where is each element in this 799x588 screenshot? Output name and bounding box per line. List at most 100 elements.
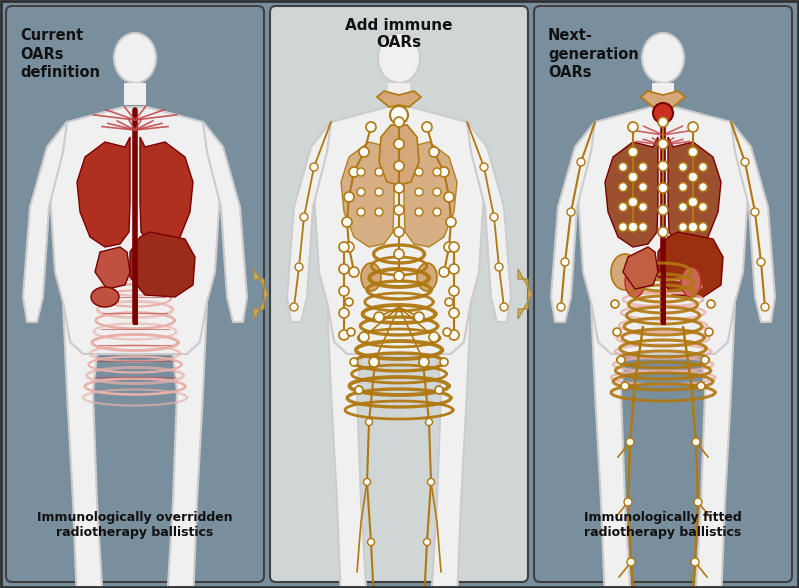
Circle shape bbox=[375, 168, 383, 176]
Circle shape bbox=[444, 242, 454, 252]
Circle shape bbox=[628, 147, 638, 157]
Polygon shape bbox=[695, 302, 735, 588]
Circle shape bbox=[691, 558, 699, 566]
FancyArrow shape bbox=[254, 269, 268, 319]
Polygon shape bbox=[140, 137, 193, 247]
Circle shape bbox=[624, 498, 632, 506]
Polygon shape bbox=[167, 302, 207, 588]
Circle shape bbox=[638, 202, 647, 212]
Circle shape bbox=[688, 172, 698, 182]
Polygon shape bbox=[668, 137, 721, 247]
Circle shape bbox=[443, 328, 451, 336]
Ellipse shape bbox=[361, 263, 381, 291]
FancyArrow shape bbox=[518, 269, 532, 319]
Ellipse shape bbox=[417, 263, 437, 291]
Text: Immunologically fitted
radiotherapy ballistics: Immunologically fitted radiotherapy ball… bbox=[584, 511, 742, 539]
Circle shape bbox=[628, 197, 638, 207]
Circle shape bbox=[394, 227, 404, 237]
Circle shape bbox=[350, 358, 358, 366]
Bar bbox=[124, 83, 146, 105]
Circle shape bbox=[394, 139, 404, 149]
Circle shape bbox=[310, 163, 318, 171]
Circle shape bbox=[626, 438, 634, 446]
FancyBboxPatch shape bbox=[6, 6, 264, 582]
Circle shape bbox=[658, 117, 668, 127]
Polygon shape bbox=[467, 122, 511, 322]
Circle shape bbox=[618, 162, 627, 172]
Polygon shape bbox=[311, 107, 487, 354]
Circle shape bbox=[567, 208, 575, 216]
Polygon shape bbox=[287, 122, 331, 322]
Circle shape bbox=[394, 183, 404, 193]
Circle shape bbox=[394, 205, 404, 215]
Circle shape bbox=[435, 386, 443, 394]
Circle shape bbox=[611, 300, 619, 308]
Circle shape bbox=[698, 222, 707, 232]
Polygon shape bbox=[731, 122, 775, 322]
Circle shape bbox=[427, 479, 435, 486]
Bar bbox=[388, 83, 410, 105]
Circle shape bbox=[339, 308, 349, 318]
Circle shape bbox=[688, 147, 698, 157]
Circle shape bbox=[638, 222, 647, 232]
Circle shape bbox=[357, 188, 365, 196]
Circle shape bbox=[561, 258, 569, 266]
Circle shape bbox=[490, 213, 498, 221]
Polygon shape bbox=[341, 137, 394, 247]
Polygon shape bbox=[404, 137, 457, 247]
Ellipse shape bbox=[378, 33, 420, 83]
Circle shape bbox=[500, 303, 508, 311]
Polygon shape bbox=[379, 125, 419, 185]
Circle shape bbox=[364, 479, 371, 486]
Polygon shape bbox=[327, 302, 367, 588]
Circle shape bbox=[658, 227, 668, 237]
Circle shape bbox=[678, 202, 687, 212]
Circle shape bbox=[628, 172, 638, 182]
Text: Immunologically overridden
radiotherapy ballistics: Immunologically overridden radiotherapy … bbox=[38, 511, 233, 539]
Circle shape bbox=[577, 158, 585, 166]
Circle shape bbox=[415, 208, 423, 216]
Polygon shape bbox=[203, 122, 247, 322]
FancyBboxPatch shape bbox=[270, 6, 528, 582]
Circle shape bbox=[339, 264, 349, 274]
Circle shape bbox=[761, 303, 769, 311]
Circle shape bbox=[445, 298, 453, 306]
Polygon shape bbox=[591, 302, 631, 588]
Circle shape bbox=[439, 267, 449, 277]
Circle shape bbox=[692, 438, 700, 446]
Text: Next-
generation
OARs: Next- generation OARs bbox=[548, 28, 638, 80]
Circle shape bbox=[295, 263, 303, 271]
Ellipse shape bbox=[642, 33, 684, 83]
Polygon shape bbox=[95, 247, 130, 289]
Circle shape bbox=[678, 222, 687, 232]
Circle shape bbox=[628, 222, 638, 232]
Circle shape bbox=[433, 188, 441, 196]
Circle shape bbox=[707, 300, 715, 308]
Circle shape bbox=[613, 328, 621, 336]
Polygon shape bbox=[130, 232, 195, 297]
Circle shape bbox=[449, 242, 459, 252]
Circle shape bbox=[394, 117, 404, 127]
Circle shape bbox=[698, 202, 707, 212]
Circle shape bbox=[349, 267, 359, 277]
Circle shape bbox=[698, 182, 707, 192]
Circle shape bbox=[366, 122, 376, 132]
Circle shape bbox=[429, 147, 439, 157]
Circle shape bbox=[347, 328, 355, 336]
Circle shape bbox=[414, 312, 424, 322]
Ellipse shape bbox=[91, 287, 119, 307]
Circle shape bbox=[757, 258, 765, 266]
Circle shape bbox=[349, 167, 359, 177]
Circle shape bbox=[449, 330, 459, 340]
Circle shape bbox=[357, 168, 365, 176]
Ellipse shape bbox=[681, 267, 701, 297]
Circle shape bbox=[617, 356, 625, 364]
Polygon shape bbox=[63, 302, 103, 588]
Polygon shape bbox=[431, 302, 471, 588]
Circle shape bbox=[439, 167, 449, 177]
Circle shape bbox=[658, 183, 668, 193]
Circle shape bbox=[638, 182, 647, 192]
FancyBboxPatch shape bbox=[534, 6, 792, 582]
Circle shape bbox=[344, 242, 354, 252]
Circle shape bbox=[344, 192, 354, 202]
